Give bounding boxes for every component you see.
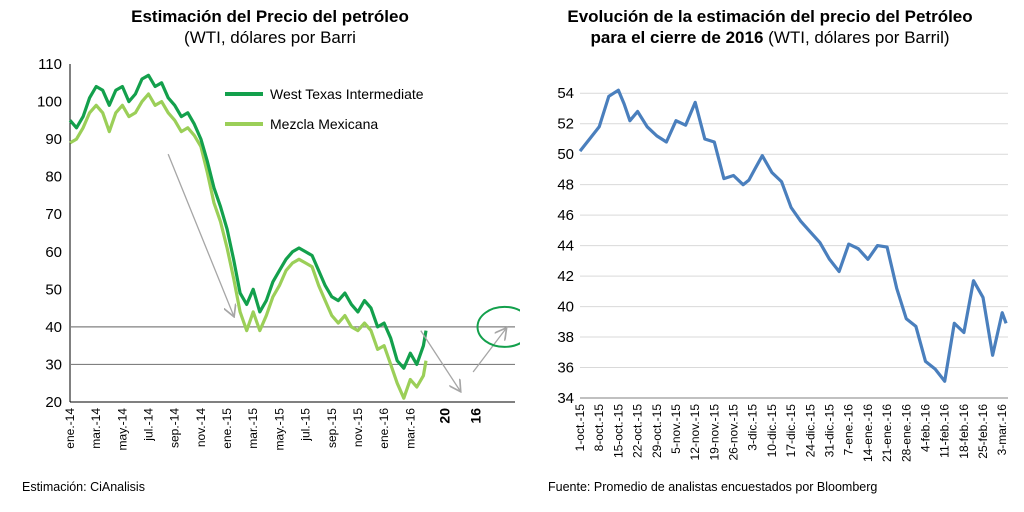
right-x-tick-label: 3-mar.-16 — [995, 404, 1009, 456]
right-x-tick-label: 22-oct.-15 — [631, 404, 645, 458]
left-y-tick-label: 30 — [45, 356, 62, 373]
right-x-tick-label: 7-ene.-16 — [842, 404, 856, 456]
right-y-tick-label: 36 — [557, 360, 574, 377]
left-y-tick-label: 80 — [45, 169, 62, 186]
left-y-tick-label: 60 — [45, 244, 62, 261]
left-x-tick-label: ene.-15 — [220, 408, 234, 449]
left-legend-label: West Texas Intermediate — [270, 86, 424, 102]
left-chart-subtitle: (WTI, dólares por Barri — [184, 28, 356, 47]
left-y-tick-label: 90 — [45, 131, 62, 148]
left-x-tick-label: may.-15 — [272, 408, 286, 451]
left-x-tick-label: ene.-16 — [377, 408, 391, 449]
right-x-tick-label: 1-oct.-15 — [573, 404, 587, 452]
left-x-tick-label: sep.-14 — [168, 408, 182, 448]
right-chart-title-bold: para el cierre de 2016 — [590, 28, 764, 47]
right-x-tick-label: 18-feb.-16 — [957, 404, 971, 459]
left-x-tick-label: mar.-14 — [89, 408, 103, 449]
right-chart: 34 36 38 40 42 44 46 48 50 52 54 1-oct.-15 8-oct.-15… — [557, 85, 1009, 462]
left-y-tick-label: 50 — [45, 281, 62, 298]
right-y-tick-label: 44 — [557, 238, 574, 255]
right-x-tick-label: 14-ene.-16 — [861, 404, 875, 462]
left-y-tick-label: 70 — [45, 206, 62, 223]
right-y-tick-label: 48 — [557, 177, 574, 194]
left-series-line — [69, 92, 428, 400]
left-y-tick-label: 20 — [45, 394, 62, 411]
right-y-tick-label: 50 — [557, 146, 574, 163]
left-x-tick-label-bold: 20 — [436, 408, 452, 424]
left-x-tick-label: nov.-15 — [351, 408, 365, 447]
right-chart-subtitle: (WTI, dólares por Barril) — [763, 28, 950, 47]
right-x-tick-label: 4-feb.-16 — [918, 404, 932, 452]
right-x-tick-label: 31-dic.-15 — [823, 404, 837, 458]
right-x-tick-label: 3-dic.-15 — [746, 404, 760, 451]
right-x-tick-label: 26-nov.-15 — [727, 404, 741, 461]
left-down-arrow-2 — [420, 330, 460, 391]
right-y-tick-label: 42 — [557, 268, 574, 285]
left-x-tick-label: jul.-15 — [299, 408, 313, 442]
left-y-tick-label: 40 — [45, 319, 62, 336]
left-up-arrow — [472, 329, 506, 373]
right-x-tick-label: 19-nov.-15 — [707, 404, 721, 461]
right-x-tick-label: 10-dic.-15 — [765, 404, 779, 458]
right-x-tick-label: 15-oct.-15 — [611, 404, 625, 458]
right-x-tick-label: 24-dic.-15 — [803, 404, 817, 458]
right-chart-title: Evolución de la estimación del precio de… — [567, 7, 973, 26]
left-legend-label: Mezcla Mexicana — [270, 116, 378, 132]
right-x-tick-label: 11-feb.-16 — [938, 404, 952, 458]
right-y-tick-label: 38 — [557, 329, 574, 346]
left-x-tick-label: mar.-15 — [246, 408, 260, 449]
left-footnote: Estimación: CiAnalisis — [22, 480, 145, 494]
left-y-tick-label: 100 — [37, 94, 62, 111]
left-target-circle — [476, 305, 520, 348]
left-x-tick-label-bold: 16 — [468, 408, 484, 424]
left-down-arrow-1 — [167, 153, 233, 315]
right-x-tick-label: 5-nov.-15 — [669, 404, 683, 454]
right-x-tick-label: 17-dic.-15 — [784, 404, 798, 458]
right-x-tick-label: 25-feb.-16 — [976, 404, 990, 459]
right-chart-title-block: Evolución de la estimación del precio de… — [520, 6, 1020, 48]
left-x-tick-label: sep.-15 — [325, 408, 339, 448]
left-x-tick-label: may.-14 — [115, 408, 129, 451]
right-y-tick-label: 40 — [557, 299, 574, 316]
right-x-tick-label: 28-ene.-16 — [899, 404, 913, 462]
right-y-tick-label: 34 — [557, 390, 574, 407]
right-y-tick-label: 52 — [557, 116, 574, 133]
left-chart-title-block: Estimación del Precio del petróleo (WTI,… — [60, 6, 480, 48]
left-y-tick-label: 110 — [38, 56, 62, 73]
left-x-tick-label: nov.-14 — [194, 408, 208, 447]
left-chart-title: Estimación del Precio del petróleo — [131, 7, 409, 26]
right-series-line — [578, 88, 1008, 383]
right-x-tick-label: 29-oct.-15 — [650, 404, 664, 458]
right-footnote: Fuente: Promedio de analistas encuestado… — [548, 480, 878, 494]
right-x-tick-label: 12-nov.-15 — [688, 404, 702, 461]
right-x-tick-label: 8-oct.-15 — [592, 404, 606, 452]
left-x-tick-label: mar.-16 — [403, 408, 417, 449]
right-chart-subtitle-line: para el cierre de 2016 (WTI, dólares por… — [520, 27, 1020, 48]
left-series-line — [68, 73, 428, 370]
left-chart: 20 30 40 50 60 70 80 90 100 110 ene.-14 mar.-14 may.… — [37, 56, 520, 451]
right-x-tick-label: 21-ene.-16 — [880, 404, 894, 462]
left-x-tick-label: jul.-14 — [142, 408, 156, 442]
right-y-tick-label: 46 — [557, 207, 574, 224]
right-y-tick-label: 54 — [557, 85, 574, 102]
left-x-tick-label: ene.-14 — [63, 408, 77, 449]
